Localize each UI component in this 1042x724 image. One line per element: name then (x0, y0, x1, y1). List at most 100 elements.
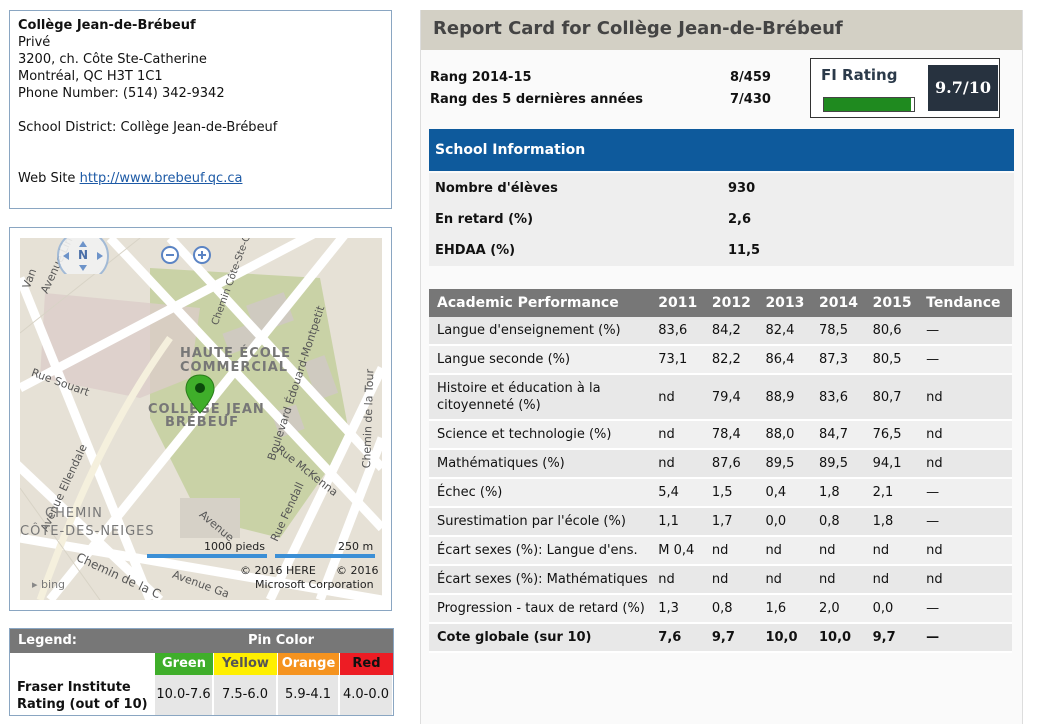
map-panel: Avenue Lint Chemin Côte-Ste-Catherine Ru… (9, 227, 392, 611)
perf-cell: — (918, 317, 1012, 346)
zoom-out-button[interactable] (160, 245, 180, 265)
perf-cell: 88,0 (757, 420, 812, 450)
map-streets (20, 238, 382, 600)
rank5-label: Rang des 5 dernières années (430, 92, 644, 107)
perf-cell: 83,6 (650, 317, 704, 346)
school-info-label: En retard (%) (435, 212, 534, 227)
perf-header-col: Tendance (918, 289, 1012, 317)
perf-cell: 1,1 (650, 507, 704, 537)
perf-cell: 5,4 (650, 478, 704, 508)
perf-cell: nd (918, 374, 1012, 421)
table-row: Histoire et éducation à la citoyenneté (… (429, 374, 1012, 421)
school-pin[interactable] (185, 374, 215, 414)
perf-cell: 1,3 (650, 594, 704, 624)
map-label-haute-ecole: HAUTE ÉCOLE (180, 346, 292, 361)
perf-cell: nd (650, 420, 704, 450)
scale-label-ft: 1000 pieds (204, 540, 266, 553)
perf-row-label: Mathématiques (%) (429, 449, 651, 479)
legend-range-red: 4.0-0.0 (340, 675, 392, 715)
school-info-label: Nombre d'élèves (435, 181, 558, 196)
map-label-chemin: CHEMIN (45, 506, 103, 521)
legend-color-orange: Orange (278, 653, 339, 675)
map-copyright-here: © 2016 HERE (240, 564, 316, 577)
perf-row-label: Échec (%) (429, 478, 651, 508)
perf-cell: nd (918, 565, 1012, 595)
perf-row-label: Écart sexes (%): Mathématiques (429, 565, 651, 595)
bing-logo: ▸ bing (32, 578, 66, 591)
zoom-in-button[interactable] (192, 245, 212, 265)
fi-rating-badge: FI Rating 9.7/10 (810, 58, 1000, 118)
perf-header-col: 2013 (757, 289, 812, 317)
legend-header: Legend: Pin Color (10, 629, 393, 653)
legend-panel: Legend: Pin Color Green 10.0-7.6 Yellow 7.5… (9, 628, 394, 716)
perf-cell: 1,7 (703, 507, 758, 537)
perf-cell: 87,6 (703, 449, 758, 479)
school-info-value: 2,6 (728, 212, 752, 227)
perf-cell: 9,7 (864, 623, 919, 653)
table-row: Écart sexes (%): Langue d'ens. M 0,4 nd nd n… (429, 536, 1012, 566)
school-info-header: School Information (429, 129, 1014, 171)
legend-pin-color: Pin Color (248, 633, 315, 648)
perf-cell: 80,5 (864, 345, 919, 375)
perf-cell: 78,4 (703, 420, 758, 450)
map-label-brebeuf: BRÉBEUF (165, 415, 240, 430)
table-row: Langue seconde (%) 73,1 82,2 86,4 87,3 80,5— (429, 345, 1012, 375)
scale-bar-m (275, 554, 375, 558)
scale-bar-ft (147, 554, 267, 558)
perf-cell: 0,0 (864, 594, 919, 624)
rank-label: Rang 2014-15 (430, 70, 532, 85)
map-pin-icon (185, 374, 215, 414)
table-row: Cote globale (sur 10) 7,6 9,7 10,0 10,0 9,7— (429, 623, 1012, 653)
website-link[interactable]: http://www.brebeuf.qc.ca (79, 171, 243, 186)
school-type: Privé (18, 35, 51, 50)
perf-cell: — (918, 623, 1012, 653)
perf-cell: 1,8 (811, 478, 865, 508)
legend-rating-label-line2: Rating (out of 10) (17, 697, 148, 712)
school-address-line1: 3200, ch. Côte Ste-Catherine (18, 52, 207, 67)
perf-row-label: Langue d'enseignement (%) (429, 317, 651, 346)
school-info-value: 11,5 (728, 243, 761, 258)
perf-cell: 73,1 (650, 345, 704, 375)
table-row: Écart sexes (%): Mathématiques nd nd nd nd nd… (429, 565, 1012, 595)
legend-range-yellow: 7.5-6.0 (214, 675, 276, 715)
perf-row-label: Écart sexes (%): Langue d'ens. (429, 536, 651, 566)
perf-cell: 87,3 (811, 345, 865, 375)
legend-color-yellow: Yellow (214, 653, 277, 675)
perf-cell: 7,6 (650, 623, 704, 653)
table-row: Langue d'enseignement (%) 83,6 84,2 82,4 78,… (429, 317, 1012, 346)
fi-rating-value: 9.7/10 (928, 65, 998, 111)
perf-cell: nd (650, 374, 704, 421)
map-copyright-year: © 2016 (336, 564, 379, 577)
legend-range-orange: 5.9-4.1 (278, 675, 338, 715)
website-label: Web Site (18, 171, 76, 186)
perf-header-col: 2012 (703, 289, 758, 317)
perf-cell: — (918, 478, 1012, 508)
perf-cell: 89,5 (811, 449, 865, 479)
perf-cell: nd (811, 536, 865, 566)
perf-row-label: Histoire et éducation à la citoyenneté (… (429, 374, 651, 421)
perf-cell: 94,1 (864, 449, 919, 479)
school-name: Collège Jean-de-Brébeuf (18, 18, 196, 33)
school-info-value: 930 (728, 181, 756, 196)
perf-row-label: Cote globale (sur 10) (429, 623, 651, 653)
perf-header-col: 2015 (864, 289, 919, 317)
perf-cell: nd (918, 420, 1012, 450)
perf-header-col: 2011 (650, 289, 704, 317)
perf-cell: 10,0 (811, 623, 865, 653)
perf-cell: 86,4 (757, 345, 812, 375)
school-info-row: En retard (%) 2,6 (429, 204, 1014, 235)
perf-cell: 0,8 (811, 507, 865, 537)
table-row: Mathématiques (%) nd 87,6 89,5 89,5 94,1 nd (429, 449, 1012, 479)
perf-cell: — (918, 345, 1012, 375)
table-row: Échec (%) 5,4 1,5 0,4 1,8 2,1— (429, 478, 1012, 508)
legend-rating-label: Fraser Institute Rating (out of 10) (10, 675, 154, 715)
compass-control[interactable]: N (56, 238, 110, 282)
scale-label-m: 250 m (338, 540, 374, 553)
legend-rating-label-line1: Fraser Institute (17, 680, 131, 695)
legend-color-red: Red (340, 653, 393, 675)
table-row: Progression - taux de retard (%) 1,3 0,8 1,… (429, 594, 1012, 624)
map-view[interactable]: Avenue Lint Chemin Côte-Ste-Catherine Ru… (20, 238, 382, 600)
perf-cell: 82,2 (703, 345, 758, 375)
perf-header-label: Academic Performance (429, 289, 651, 317)
perf-cell: M 0,4 (650, 536, 704, 566)
